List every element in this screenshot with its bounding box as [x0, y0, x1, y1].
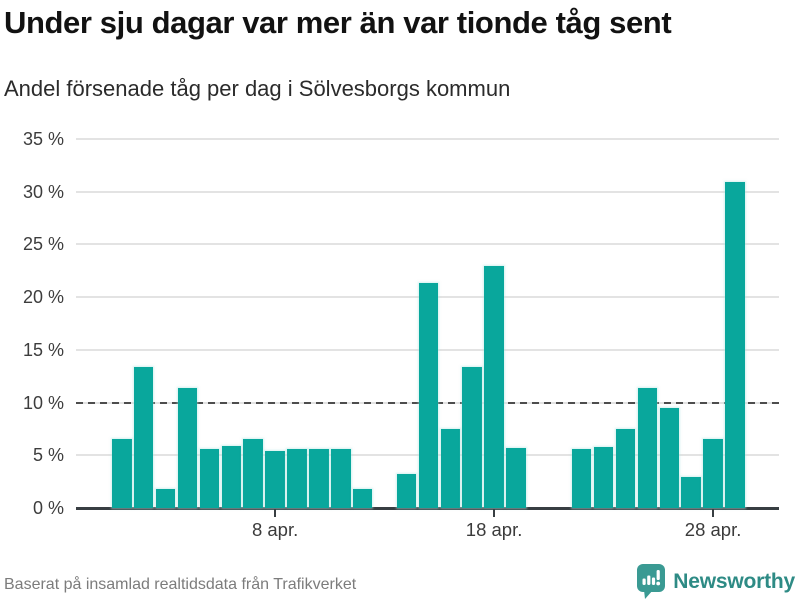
bar-apr-27: [681, 477, 701, 508]
y-axis-labels: 0 % 5 % 10 % 15 % 20 % 25 % 30 % 35 %: [0, 0, 64, 600]
bar-apr-23: [593, 446, 614, 508]
brand-name: Newsworthy: [673, 569, 795, 593]
source-note: Baserat på insamlad realtidsdata från Tr…: [4, 576, 357, 593]
y-axis-tick-label: 20 %: [22, 287, 64, 308]
y-axis-tick-label: 35 %: [22, 129, 64, 149]
bar-apr-2: [133, 366, 154, 508]
y-axis-tick-label: 0 %: [32, 498, 64, 518]
bar-apr-7: [243, 439, 263, 508]
newsworthy-brand: Newsworthy: [636, 563, 795, 600]
bar-apr-17: [462, 366, 482, 508]
bar-apr-15: [418, 283, 439, 508]
bar-apr-10: [309, 448, 329, 508]
y-axis-tick-label: 5 %: [32, 445, 64, 466]
bar-apr-18: [484, 265, 504, 508]
bar-apr-19: [506, 447, 526, 508]
x-axis-tick: [712, 509, 715, 517]
bar-apr-1: [112, 439, 132, 508]
y-axis-tick-label: 30 %: [22, 181, 64, 202]
gridline-25pct: [76, 243, 779, 246]
plot-area: [76, 138, 779, 517]
x-axis-line: [76, 507, 779, 510]
bar-apr-16: [440, 428, 461, 508]
bar-apr-5: [199, 448, 220, 508]
chart-subtitle: Andel försenade tåg per dag i Sölvesborg…: [4, 76, 511, 101]
bar-apr-14: [396, 474, 417, 508]
y-axis-tick-label: 15 %: [22, 339, 64, 360]
newsworthy-logo-icon: [637, 564, 666, 599]
bar-apr-29: [725, 182, 745, 508]
bar-apr-6: [221, 445, 242, 508]
gridline-30pct: [76, 190, 779, 193]
bar-apr-3: [155, 489, 176, 508]
bar-apr-12: [352, 489, 373, 508]
bar-apr-25: [637, 387, 658, 508]
chart-title: Under sju dagar var mer än var tionde tå…: [4, 5, 672, 40]
bar-apr-22: [571, 448, 592, 508]
bar-apr-28: [703, 439, 723, 508]
x-axis-tick: [493, 509, 496, 517]
x-axis-tick: [274, 509, 277, 517]
x-axis-tick-label: 18 apr.: [465, 519, 523, 540]
y-axis-tick-label: 25 %: [22, 234, 64, 255]
bar-apr-9: [287, 448, 307, 508]
gridline-35pct: [76, 138, 779, 140]
bar-apr-4: [177, 387, 198, 508]
y-axis-tick-label: 10 %: [22, 392, 64, 413]
x-axis-tick-label: 28 apr.: [684, 519, 742, 540]
bar-apr-11: [331, 448, 351, 508]
x-axis-tick-label: 8 apr.: [251, 519, 299, 540]
bar-apr-8: [265, 451, 285, 508]
bar-apr-26: [659, 407, 680, 508]
bar-apr-24: [615, 428, 636, 508]
